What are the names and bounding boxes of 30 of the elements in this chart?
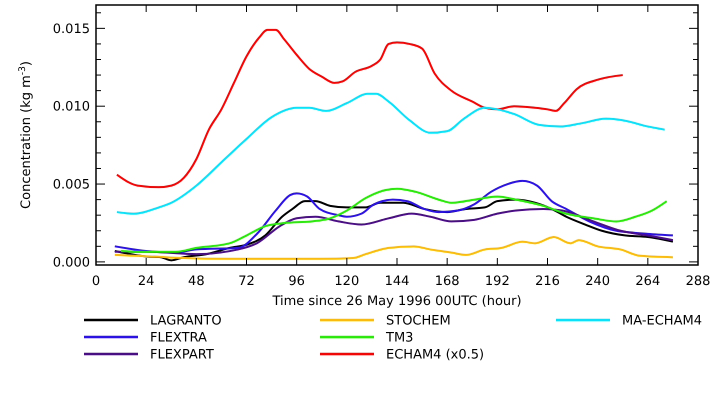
line-series	[116, 28, 624, 188]
legend-label: FLEXPART	[150, 348, 214, 363]
x-axis-title: Time since 26 May 1996 00UTC (hour)	[271, 294, 522, 309]
line-series	[114, 208, 674, 256]
legend-label: ECHAM4 (x0.5)	[386, 348, 484, 363]
legend-label: FLEXTRA	[150, 330, 208, 346]
x-tick-label: 48	[188, 274, 205, 289]
y-tick-label: 0.015	[52, 22, 90, 37]
x-tick-label: 288	[686, 274, 710, 289]
legend-label: STOCHEM	[386, 314, 451, 329]
x-tick-label: 192	[484, 274, 510, 289]
line-series	[116, 92, 666, 215]
x-tick-label: 72	[238, 274, 255, 289]
y-tick-label: 0.005	[52, 178, 90, 193]
x-tick-label: 96	[288, 274, 305, 289]
y-tick-label: 0.000	[52, 255, 90, 270]
x-tick-label: 240	[585, 274, 610, 289]
line-series	[114, 198, 674, 262]
x-tick-label: 168	[434, 274, 460, 289]
x-tick-label: 264	[635, 274, 660, 289]
y-tick-label: 0.010	[52, 100, 90, 115]
x-tick-label: 144	[384, 274, 410, 289]
legend-label: LAGRANTO	[150, 314, 222, 329]
x-tick-label: 120	[334, 274, 360, 289]
x-tick-label: 0	[92, 274, 100, 289]
legend-label: TM3	[385, 330, 414, 346]
x-tick-label: 24	[138, 274, 154, 289]
x-tick-label: 216	[535, 274, 560, 289]
legend-label: MA-ECHAM4	[622, 314, 702, 329]
line-series	[114, 236, 674, 260]
